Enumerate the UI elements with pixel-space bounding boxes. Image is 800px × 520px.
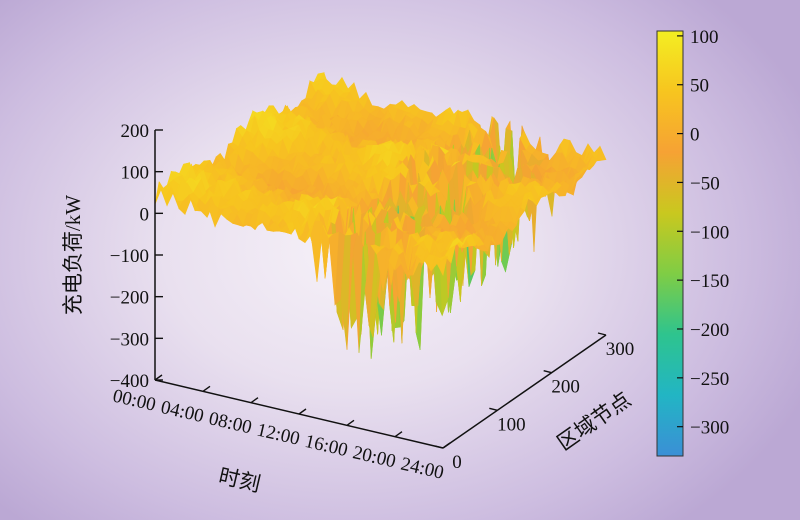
x-axis-title: 时刻 [216, 464, 262, 497]
x-tick-mark [154, 374, 163, 381]
y-tick-mark [597, 332, 607, 336]
x-tick-mark [394, 431, 403, 438]
z-axis-title: 充电负荷/kW [61, 195, 85, 315]
colorbar-ticks: 100 50 0 −50 −100 −150 −200 −250 −300 [677, 27, 729, 439]
x-tick-mark [346, 419, 355, 426]
y-tick-label: 100 [497, 414, 526, 435]
z-ticks: 200 100 0 −100 −200 −300 −400 [110, 121, 163, 392]
x-tick-label: 16:00 [303, 431, 350, 461]
x-tick-mark [298, 408, 307, 415]
y-ticks: 0 100 200 300 [434, 332, 635, 473]
x-tick-mark [250, 397, 259, 404]
z-tick-label: 100 [121, 163, 150, 184]
colorbar-tick-label: −250 [690, 369, 729, 390]
y-tick-label: 200 [551, 377, 580, 398]
z-tick-label: −400 [110, 371, 149, 392]
colorbar-tick-label: −50 [690, 173, 720, 194]
z-tick-label: −300 [110, 329, 149, 350]
colorbar-tick-label: 50 [690, 76, 709, 97]
z-tick-label: −100 [110, 246, 149, 267]
colorbar-tick-label: −300 [690, 418, 729, 439]
z-tick-label: 200 [121, 121, 150, 142]
colorbar-bar [656, 30, 684, 457]
colorbar-tick-label: −150 [690, 271, 729, 292]
colorbar-tick-label: −100 [690, 222, 729, 243]
x-tick-label: 24:00 [399, 454, 446, 484]
x-tick-label: 12:00 [255, 420, 302, 450]
x-tick-label: 20:00 [351, 442, 398, 472]
x-tick-label: 04:00 [159, 397, 206, 427]
x-ticks: 00:00 04:00 08:00 12:00 16:00 20:00 24:00 [111, 374, 451, 484]
x-tick-label: 00:00 [111, 386, 158, 416]
y-tick-mark [543, 369, 552, 374]
colorbar: 100 50 0 −50 −100 −150 −200 −250 −300 [656, 27, 729, 457]
y-tick-mark [489, 407, 498, 412]
y-tick-label: 300 [606, 339, 635, 360]
colorbar-tick-label: −200 [690, 320, 729, 341]
x-tick-mark [442, 442, 451, 449]
colorbar-tick-label: 0 [690, 125, 700, 146]
colorbar-tick-label: 100 [690, 27, 719, 48]
y-axis-line [442, 334, 607, 449]
x-tick-mark [202, 385, 211, 392]
surface-facet [436, 255, 448, 277]
surface [154, 71, 607, 359]
z-tick-label: −200 [110, 288, 149, 309]
z-tick-label: 0 [140, 204, 150, 225]
x-tick-label: 08:00 [207, 408, 254, 438]
y-tick-label: 0 [452, 452, 462, 473]
y-tick-mark [434, 445, 444, 449]
